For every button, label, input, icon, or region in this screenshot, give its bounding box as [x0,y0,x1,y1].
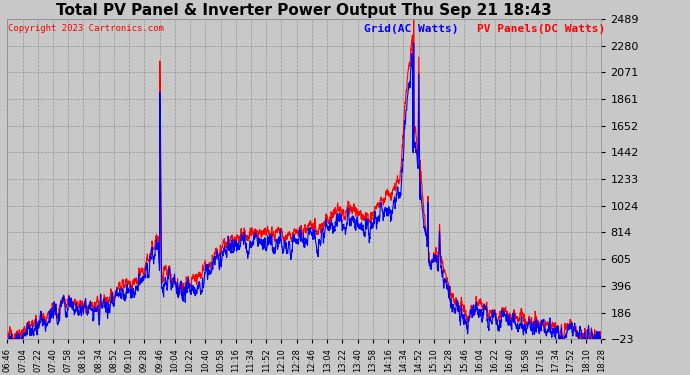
PV Panels(DC Watts) [3,337,12,342]
Grid(AC Watts) [106,308,114,313]
Grid(AC Watts) [580,337,588,342]
Line: Grid(AC Watts): Grid(AC Watts) [8,43,602,339]
PV Panels(DC Watts) [591,329,599,334]
Text: PV Panels(DC Watts): PV Panels(DC Watts) [477,24,605,34]
Text: Grid(AC Watts): Grid(AC Watts) [364,24,458,34]
Text: Copyright 2023 Cartronics.com: Copyright 2023 Cartronics.com [8,24,164,33]
Grid(AC Watts) [546,320,554,324]
PV Panels(DC Watts) [569,325,577,329]
PV Panels(DC Watts) [580,333,588,338]
PV Panels(DC Watts) [106,295,114,299]
Grid(AC Watts) [410,41,418,45]
PV Panels(DC Watts) [546,322,554,327]
Line: PV Panels(DC Watts): PV Panels(DC Watts) [8,20,602,339]
PV Panels(DC Watts) [598,330,606,334]
Grid(AC Watts) [569,332,577,336]
Grid(AC Watts) [591,334,599,339]
PV Panels(DC Watts) [235,238,244,243]
Grid(AC Watts) [235,247,244,252]
PV Panels(DC Watts) [410,18,418,22]
Grid(AC Watts) [3,337,12,342]
Title: Total PV Panel & Inverter Power Output Thu Sep 21 18:43: Total PV Panel & Inverter Power Output T… [57,3,552,18]
Grid(AC Watts) [598,336,606,340]
